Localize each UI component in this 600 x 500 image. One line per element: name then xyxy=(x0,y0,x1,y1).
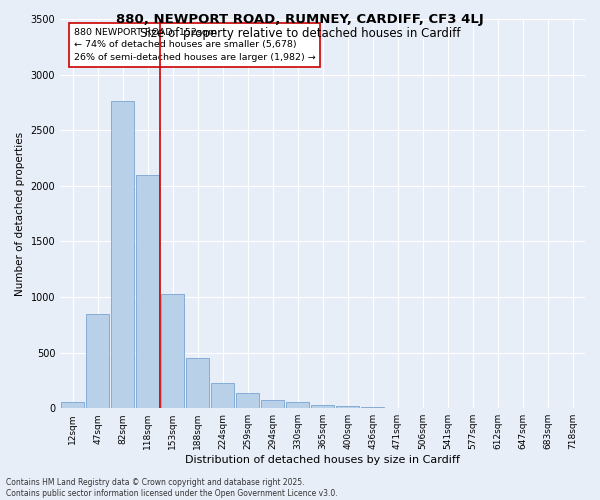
X-axis label: Distribution of detached houses by size in Cardiff: Distribution of detached houses by size … xyxy=(185,455,460,465)
Bar xyxy=(337,406,359,408)
Bar xyxy=(311,405,334,408)
Bar xyxy=(361,407,384,408)
Bar xyxy=(112,102,134,408)
Text: Contains HM Land Registry data © Crown copyright and database right 2025.
Contai: Contains HM Land Registry data © Crown c… xyxy=(6,478,338,498)
Text: Size of property relative to detached houses in Cardiff: Size of property relative to detached ho… xyxy=(140,28,460,40)
Bar xyxy=(86,314,109,408)
Bar xyxy=(136,174,159,408)
Y-axis label: Number of detached properties: Number of detached properties xyxy=(15,132,25,296)
Bar xyxy=(161,294,184,408)
Text: 880 NEWPORT ROAD: 152sqm
← 74% of detached houses are smaller (5,678)
26% of sem: 880 NEWPORT ROAD: 152sqm ← 74% of detach… xyxy=(74,28,316,62)
Text: 880, NEWPORT ROAD, RUMNEY, CARDIFF, CF3 4LJ: 880, NEWPORT ROAD, RUMNEY, CARDIFF, CF3 … xyxy=(116,12,484,26)
Bar xyxy=(61,402,84,408)
Bar xyxy=(187,358,209,408)
Bar xyxy=(211,383,234,408)
Bar xyxy=(262,400,284,408)
Bar xyxy=(236,392,259,408)
Bar xyxy=(286,402,309,408)
